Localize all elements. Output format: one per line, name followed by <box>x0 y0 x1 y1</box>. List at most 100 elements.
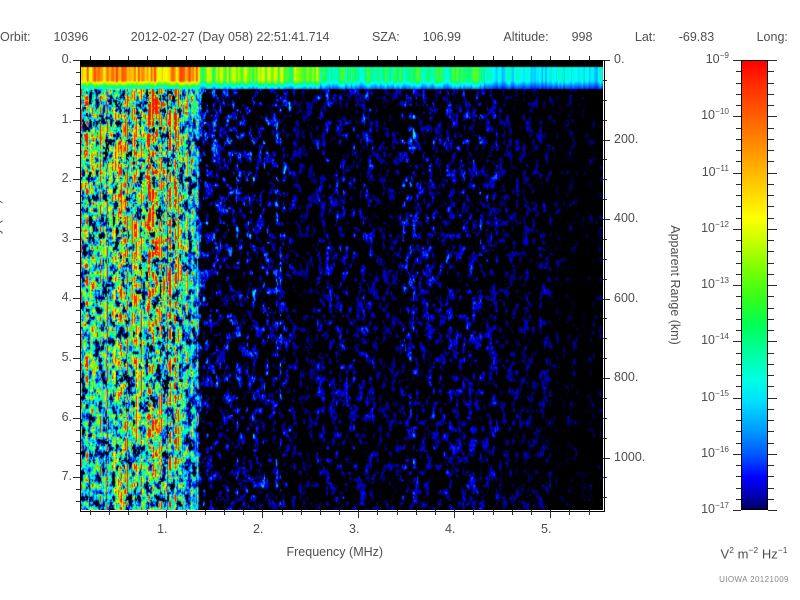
colorbar-tick-label: 10−14 <box>701 332 729 348</box>
axis-tick <box>736 409 741 410</box>
axis-tick <box>76 453 80 454</box>
y-tick-label: 3. <box>61 231 72 245</box>
x-axis-title: Frequency (MHz) <box>286 545 384 559</box>
axis-tick <box>768 195 774 196</box>
axis-tick <box>733 60 741 61</box>
axis-tick <box>224 510 225 515</box>
axis-tick <box>768 364 774 365</box>
axis-tick <box>435 510 436 515</box>
axis-tick <box>320 510 321 515</box>
axis-tick <box>76 132 80 133</box>
axis-tick <box>768 60 777 61</box>
axis-tick <box>768 330 774 331</box>
axis-tick <box>512 56 513 60</box>
axis-tick <box>603 358 607 359</box>
spectrogram-plot-area[interactable] <box>80 60 603 510</box>
axis-tick <box>76 275 80 276</box>
axis-tick <box>76 334 80 335</box>
axis-tick <box>262 510 263 518</box>
axis-tick <box>768 341 777 342</box>
axis-tick <box>768 319 774 320</box>
axis-tick <box>736 499 741 500</box>
axis-tick <box>128 510 129 515</box>
sza-label: SZA: <box>371 30 400 44</box>
axis-tick <box>358 56 359 60</box>
colorbar[interactable] <box>741 60 768 510</box>
axis-tick <box>736 476 741 477</box>
colorbar-tick-label: 10−16 <box>701 445 729 461</box>
axis-tick <box>90 56 91 60</box>
axis-tick <box>736 184 741 185</box>
axis-tick <box>377 510 378 515</box>
y-axis-title: Time Delay (ms) <box>0 199 3 291</box>
axis-tick <box>76 394 80 395</box>
y-tick-label: 1. <box>61 112 72 126</box>
axis-tick <box>186 56 187 60</box>
axis-tick <box>416 56 417 60</box>
axis-tick <box>550 510 551 518</box>
axis-tick <box>282 56 283 60</box>
axis-tick <box>531 56 532 60</box>
axis-tick <box>733 116 741 117</box>
colorbar-tick-label: 10−9 <box>705 51 729 67</box>
axis-tick <box>243 510 244 515</box>
axis-tick <box>76 322 80 323</box>
axis-tick <box>301 510 302 515</box>
axis-tick <box>416 510 417 515</box>
datetime-value: 2012-02-27 (Day 058) 22:51:41.714 <box>130 30 330 44</box>
axis-tick <box>736 330 741 331</box>
axis-tick <box>603 477 607 478</box>
axis-tick <box>768 431 774 432</box>
axis-tick <box>76 191 80 192</box>
axis-tick <box>397 510 398 515</box>
axis-tick <box>73 239 80 240</box>
colorbar-tick-label: 10−17 <box>701 501 729 517</box>
axis-tick <box>768 488 774 489</box>
axis-tick <box>73 477 80 478</box>
axis-tick <box>768 375 774 376</box>
axis-tick <box>736 139 741 140</box>
axis-tick <box>733 173 741 174</box>
axis-tick <box>768 409 774 410</box>
axis-tick <box>736 274 741 275</box>
axis-tick <box>768 251 774 252</box>
axis-tick <box>301 56 302 60</box>
axis-tick <box>768 218 774 219</box>
axis-tick <box>603 398 607 399</box>
axis-tick <box>603 458 610 459</box>
axis-tick <box>147 510 148 515</box>
axis-tick <box>736 105 741 106</box>
orbit-label: Orbit: <box>0 30 31 44</box>
axis-tick <box>166 510 167 518</box>
axis-tick <box>768 465 774 466</box>
axis-tick <box>768 353 774 354</box>
axis-tick <box>282 510 283 515</box>
axis-tick <box>768 499 774 500</box>
axis-tick <box>768 308 774 309</box>
axis-tick <box>262 56 263 60</box>
lat-value: -69.83 <box>678 30 715 44</box>
axis-tick <box>603 279 607 280</box>
y-tick-label: 6. <box>61 410 72 424</box>
y-tick-label: 7. <box>61 469 72 483</box>
axis-tick <box>736 94 741 95</box>
colorbar-tick-label: 10−13 <box>701 276 729 292</box>
axis-tick <box>90 510 91 515</box>
axis-tick <box>73 358 80 359</box>
axis-tick <box>435 56 436 60</box>
axis-tick <box>768 476 774 477</box>
axis-tick <box>736 195 741 196</box>
axis-tick <box>76 501 80 502</box>
axis-tick <box>768 398 777 399</box>
axis-tick <box>768 94 774 95</box>
axis-tick <box>73 418 80 419</box>
axis-tick <box>339 510 340 515</box>
axis-tick <box>76 382 80 383</box>
axis-tick <box>550 56 551 60</box>
axis-tick <box>76 310 80 311</box>
axis-tick <box>768 161 774 162</box>
axis-tick <box>76 215 80 216</box>
axis-tick <box>205 510 206 515</box>
axis-tick <box>76 489 80 490</box>
